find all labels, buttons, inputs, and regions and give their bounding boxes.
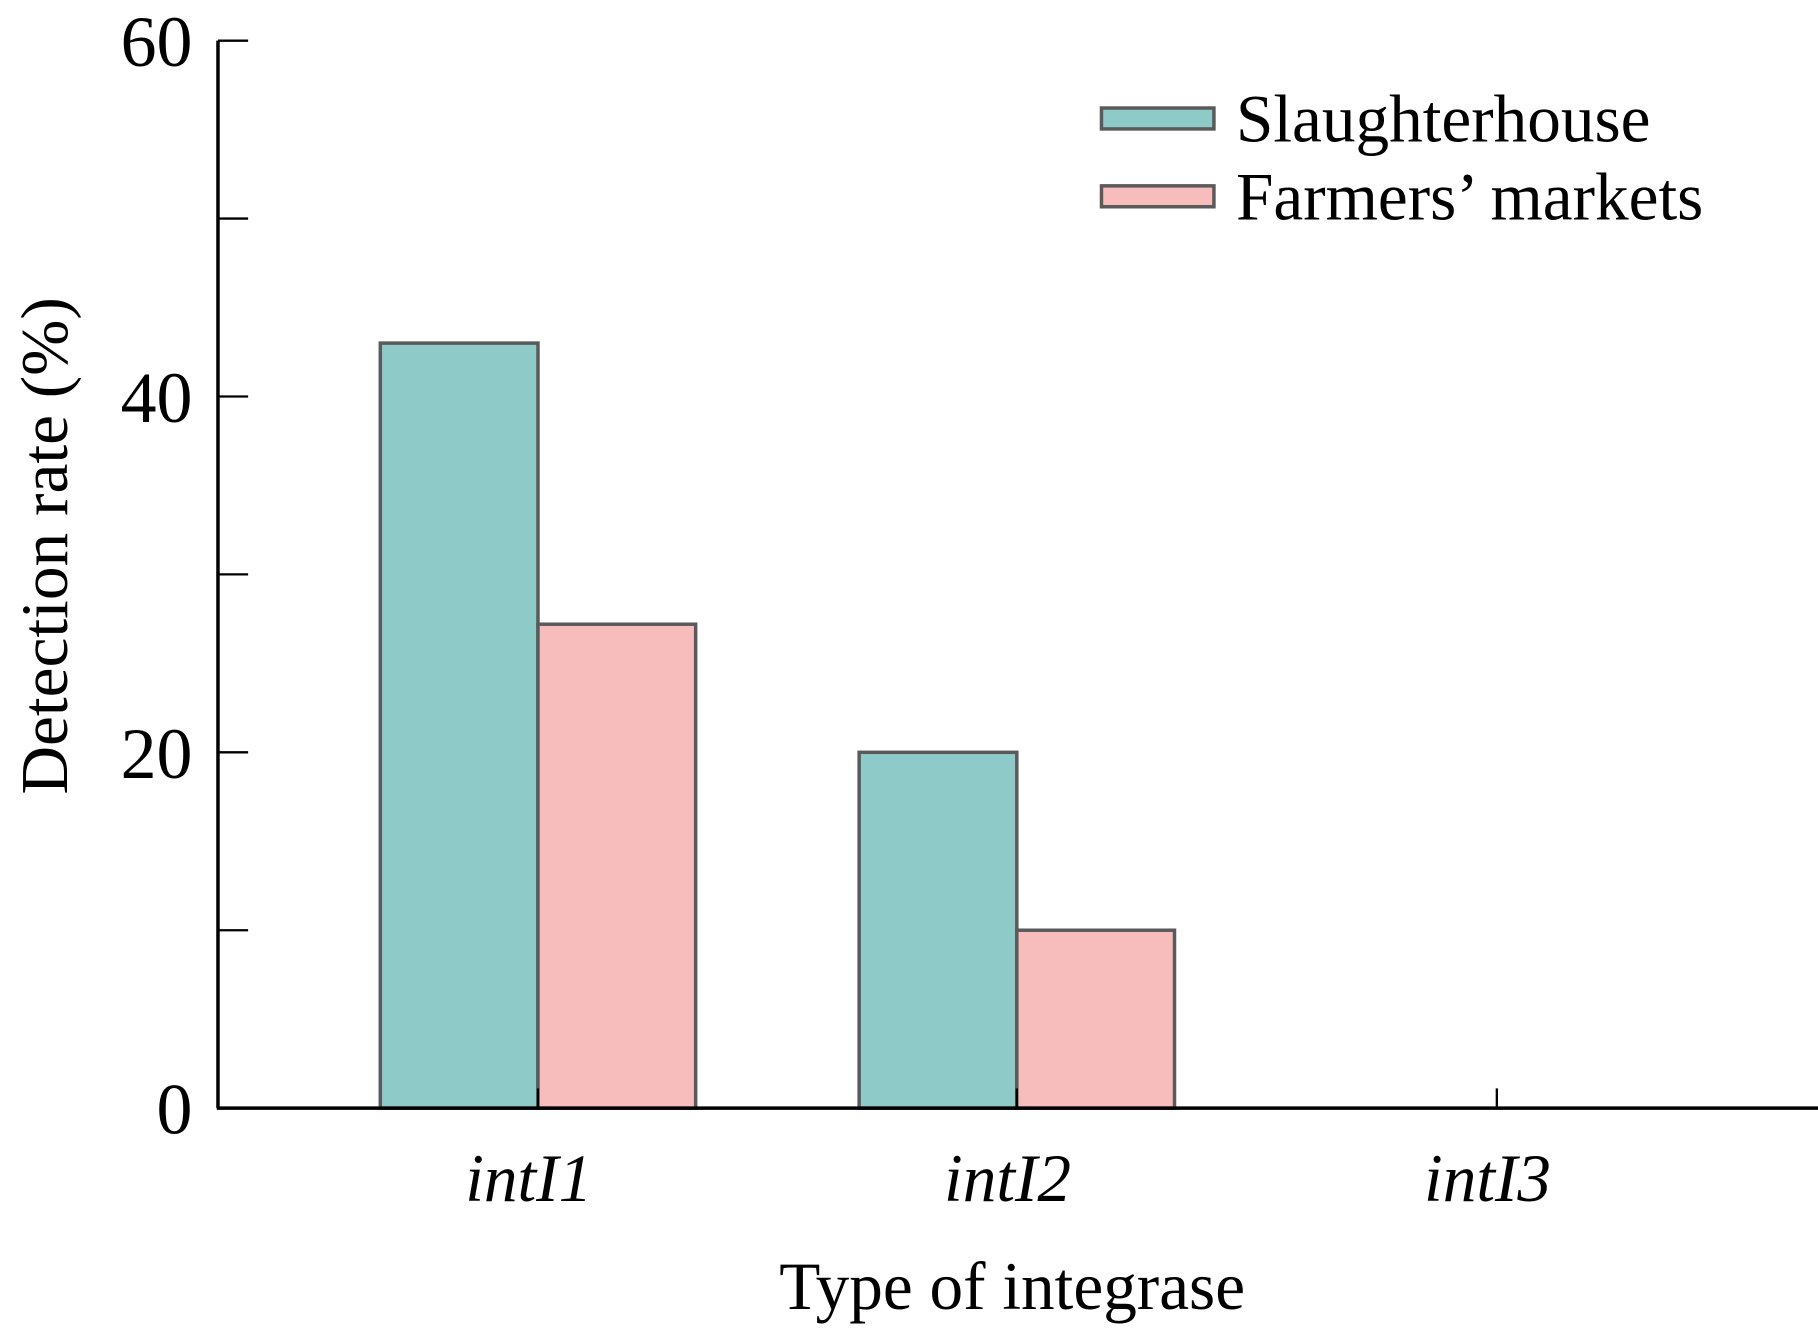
y-tick-label: 60 bbox=[121, 2, 193, 82]
y-tick-label: 20 bbox=[121, 714, 193, 794]
x-ticks-group: intI1 intI2 intI3 bbox=[465, 1088, 1551, 1216]
legend-swatch bbox=[1099, 184, 1216, 209]
y-ticks-group: 0 20 40 60 bbox=[121, 2, 249, 1150]
y-tick-label: 40 bbox=[121, 358, 193, 438]
y-tick-label: 0 bbox=[157, 1070, 193, 1150]
x-axis-label: Type of integrase bbox=[779, 1249, 1245, 1324]
bar-slaughterhouse-intI1 bbox=[378, 341, 540, 1110]
bars-group bbox=[378, 341, 1177, 1110]
legend-label: Farmers’ markets bbox=[1236, 159, 1703, 234]
bar-slaughterhouse-intI2 bbox=[857, 750, 1019, 1110]
bar-farmers-markets-intI1 bbox=[536, 622, 698, 1110]
x-tick-label: intI3 bbox=[1424, 1141, 1551, 1216]
x-tick-label: intI2 bbox=[944, 1141, 1071, 1216]
x-tick-label: intI1 bbox=[465, 1141, 592, 1216]
legend-label: Slaughterhouse bbox=[1236, 82, 1651, 157]
y-axis-label: Detection rate (%) bbox=[7, 297, 82, 794]
bar-farmers-markets-intI2 bbox=[1015, 928, 1177, 1110]
legend-swatch bbox=[1099, 106, 1216, 131]
